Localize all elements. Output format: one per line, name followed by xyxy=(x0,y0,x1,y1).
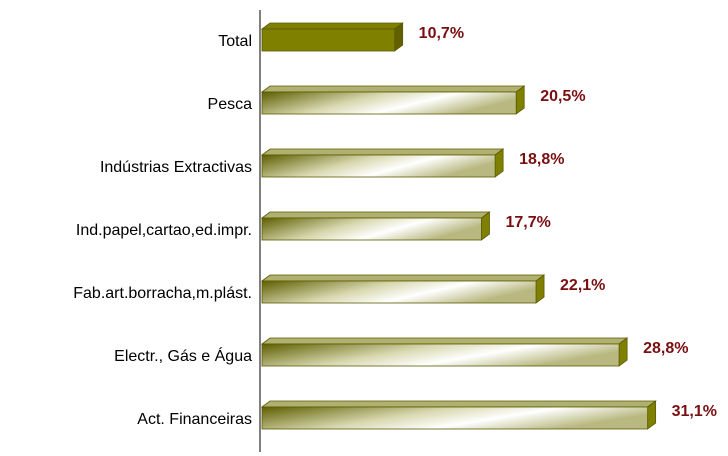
category-label: Act. Financeiras xyxy=(137,411,252,428)
category-label: Electr., Gás e Água xyxy=(114,346,252,365)
value-label: 17,7% xyxy=(505,214,550,231)
category-label: Fab.art.borracha,m.plást. xyxy=(73,285,252,302)
value-label: 10,7% xyxy=(419,25,464,42)
bar xyxy=(261,406,649,430)
bar-top xyxy=(260,22,404,30)
category-label: Total xyxy=(218,33,252,50)
value-label: 18,8% xyxy=(519,151,564,168)
bar xyxy=(261,217,482,241)
value-label: 31,1% xyxy=(672,403,717,420)
value-label: 28,8% xyxy=(643,340,688,357)
bar xyxy=(261,91,517,115)
category-label: Indústrias Extractivas xyxy=(100,159,252,176)
bar xyxy=(261,280,537,304)
bar-top xyxy=(260,211,491,219)
bar-top xyxy=(260,274,546,282)
bar xyxy=(261,28,396,52)
bar-top xyxy=(260,85,526,93)
category-label: Ind.papel,cartao,ed.impr. xyxy=(76,222,252,239)
bar xyxy=(261,154,496,178)
bar-top xyxy=(260,400,657,408)
bar xyxy=(261,343,620,367)
value-label: 22,1% xyxy=(560,277,605,294)
category-label: Pesca xyxy=(208,96,253,113)
value-label: 20,5% xyxy=(540,88,585,105)
bar-top xyxy=(260,337,629,345)
bar-top xyxy=(260,148,505,156)
